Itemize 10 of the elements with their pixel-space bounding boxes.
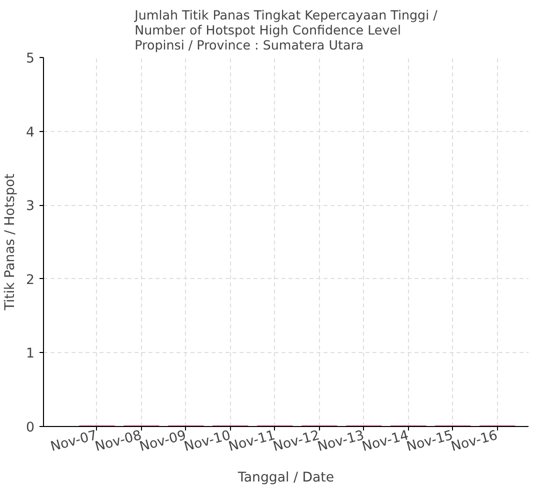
y-tick-label: 2 xyxy=(26,272,35,288)
y-tick-label: 0 xyxy=(26,420,35,436)
x-tick-label: Nov-16 xyxy=(450,428,500,456)
y-tick-label: 1 xyxy=(26,346,35,362)
y-tick-label: 4 xyxy=(26,125,35,140)
x-axis-title: Tanggal / Date xyxy=(236,470,334,486)
chart-title: Jumlah Titik Panas Tingkat Kepercayaan Tinggi / Number of Hotspot High Confidence Level Propinsi / Province : Sumatera Utara xyxy=(134,8,438,52)
y-tick-label: 3 xyxy=(26,199,35,214)
y-axis-title: Titik Panas / Hotspot xyxy=(3,174,18,312)
y-tick-label: 5 xyxy=(26,52,35,66)
